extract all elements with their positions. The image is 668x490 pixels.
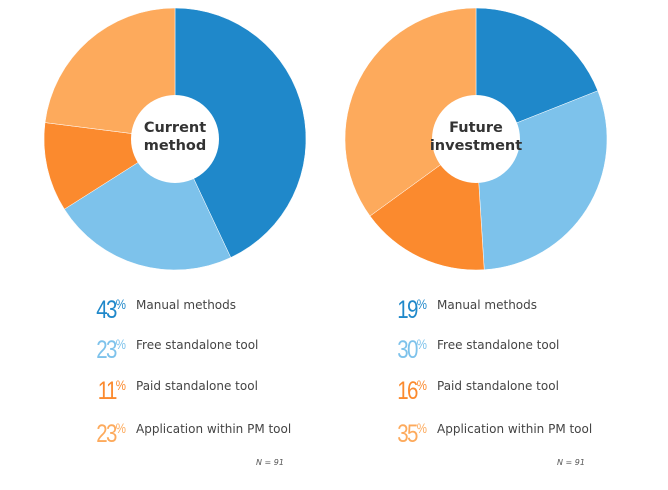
- legend-label: Paid standalone tool: [136, 379, 258, 393]
- legend-value: 35%: [397, 420, 427, 448]
- donut-slice-application-within-pm-tool: [344, 7, 477, 217]
- legend-value: 23%: [96, 336, 126, 364]
- legend-value: 16%: [397, 377, 427, 405]
- chart-center-title-line-1: Future: [449, 120, 503, 136]
- legend-label: Application within PM tool: [437, 422, 593, 436]
- current-method-chart-panel: Current method 43% Manual methods 23% Fr…: [43, 7, 307, 467]
- donut-slice-application-within-pm-tool: [44, 7, 176, 140]
- future-investment-chart-panel: Future investment 19% Manual methods 30%…: [300, 0, 634, 490]
- donut-slice-manual-methods: [174, 7, 307, 258]
- legend-value: 43%: [96, 296, 126, 324]
- legend-label: Paid standalone tool: [437, 379, 559, 393]
- sample-size-note: N = 91: [256, 458, 284, 467]
- legend-label: Manual methods: [136, 298, 237, 312]
- legend-label: Application within PM tool: [136, 422, 292, 436]
- legend-value: 23%: [96, 420, 126, 448]
- legend-value: 19%: [397, 296, 427, 324]
- legend-label: Free standalone tool: [437, 338, 560, 352]
- legend-value: 30%: [397, 336, 427, 364]
- chart-center-title-line-2: method: [144, 138, 207, 154]
- donut-slice-manual-methods: [475, 7, 599, 140]
- chart-center-title-line-2: investment: [430, 138, 522, 154]
- legend-label: Manual methods: [437, 298, 538, 312]
- legend-label: Free standalone tool: [136, 338, 259, 352]
- donut-hole: [432, 95, 520, 183]
- legend-value: 11%: [97, 377, 126, 405]
- sample-size-note: N = 91: [557, 458, 585, 467]
- donut-hole: [131, 95, 219, 183]
- chart-center-title-line-1: Current: [144, 120, 206, 136]
- future-investment-donut-chart: Future investment: [344, 7, 608, 271]
- current-method-donut-chart: Current method: [43, 7, 307, 271]
